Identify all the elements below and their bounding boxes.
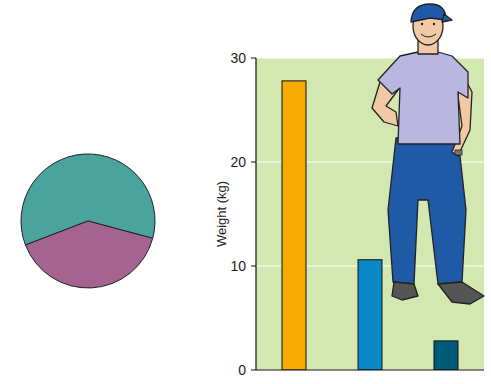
bar <box>282 81 306 370</box>
y-axis <box>255 58 256 370</box>
x-axis <box>256 369 484 370</box>
pie <box>21 154 155 288</box>
chart-root: 0 10 20 30 Weight (kg) <box>0 0 491 384</box>
y-tick <box>251 58 256 59</box>
y-tick-label: 20 <box>230 154 246 170</box>
watch <box>455 150 462 155</box>
shoe <box>438 282 484 304</box>
grid-line <box>256 370 484 371</box>
shoe <box>392 282 418 300</box>
shirt <box>378 52 468 144</box>
mouth <box>421 34 436 37</box>
eye <box>421 23 423 25</box>
y-tick-label: 0 <box>238 362 246 378</box>
bar <box>434 341 458 370</box>
cap <box>411 4 446 22</box>
y-tick <box>251 162 256 163</box>
bar <box>358 260 382 370</box>
eye <box>433 23 435 25</box>
y-tick-label: 30 <box>230 50 246 66</box>
y-tick-label: 10 <box>230 258 246 274</box>
cap-brim <box>442 14 452 22</box>
person-illustration <box>372 4 484 304</box>
jeans <box>388 138 466 284</box>
y-tick <box>251 370 256 371</box>
pie-slice <box>25 221 152 288</box>
y-tick <box>251 266 256 267</box>
y-axis-label: Weight (kg) <box>214 181 229 247</box>
